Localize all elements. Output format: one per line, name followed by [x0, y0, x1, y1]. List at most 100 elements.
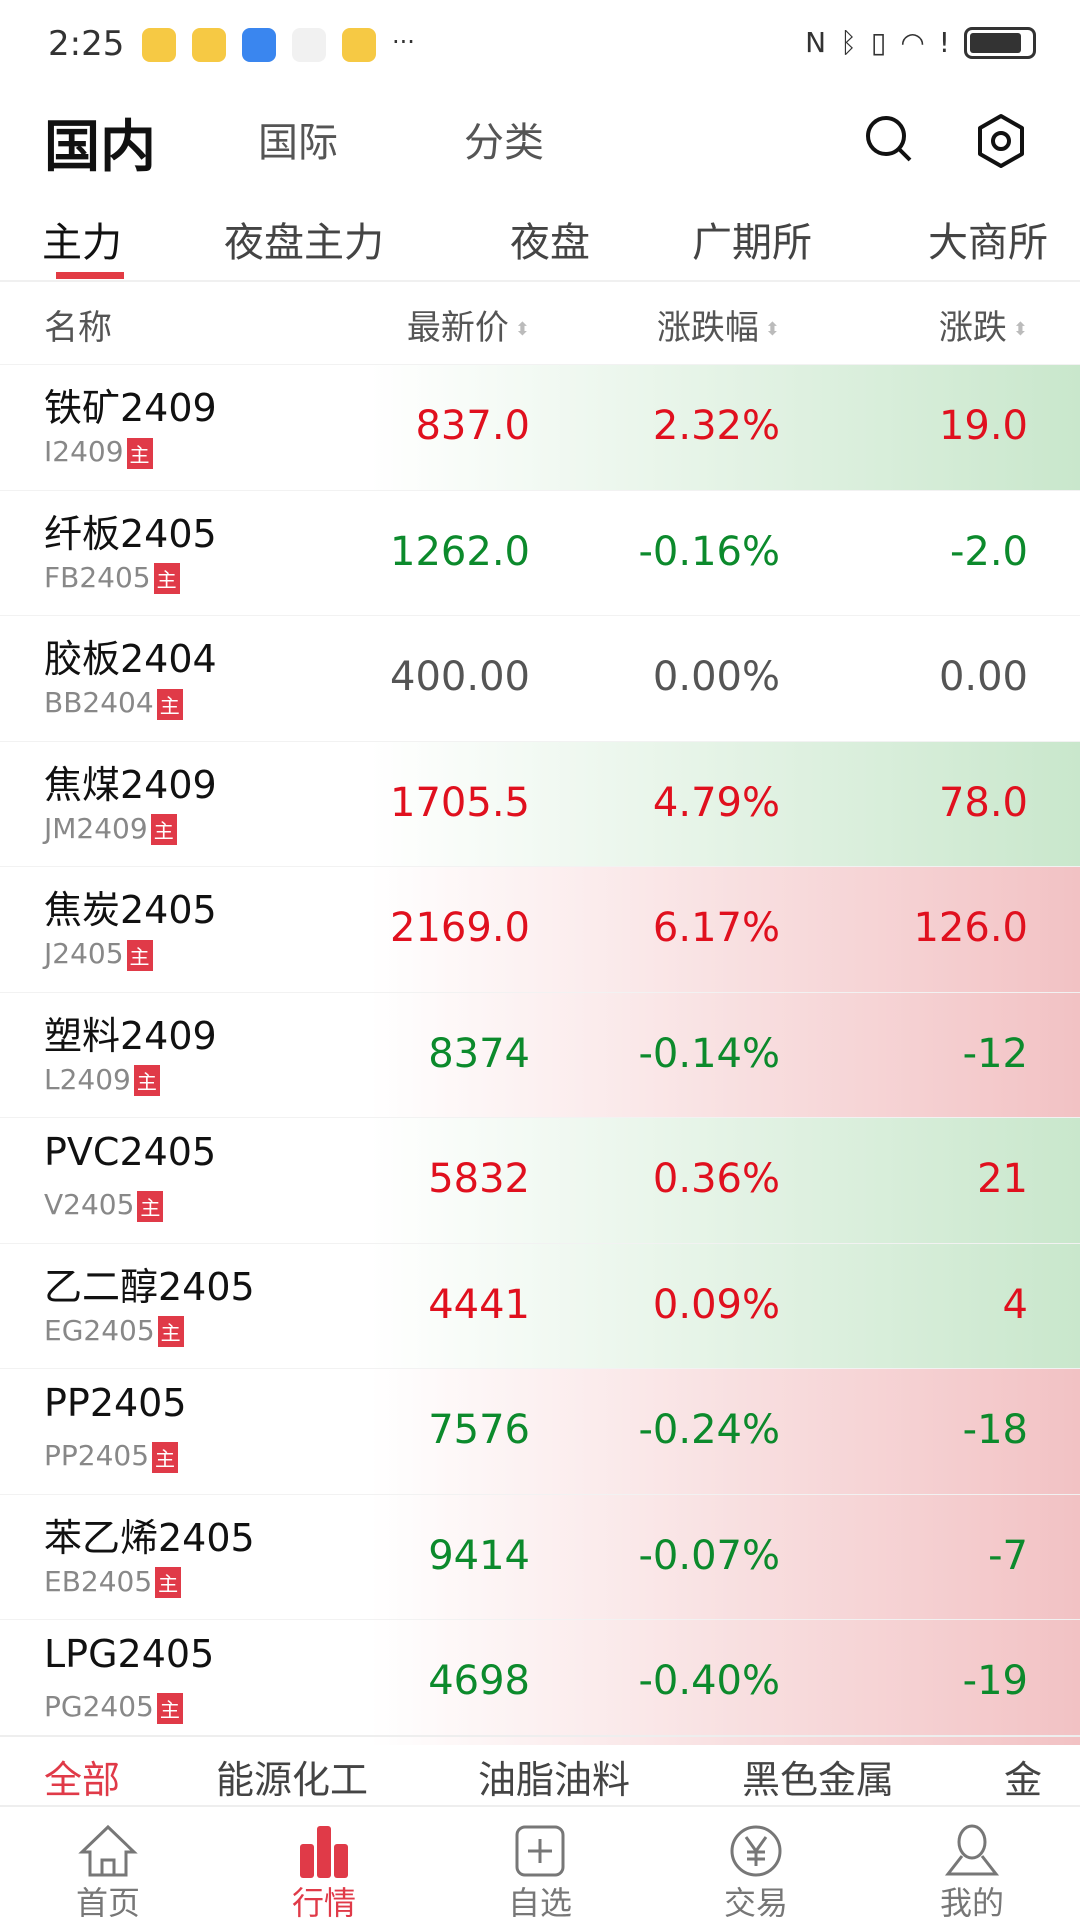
- category-all[interactable]: 全部: [44, 1758, 121, 1802]
- contract-name: 焦煤2409: [44, 762, 217, 807]
- change-value: 0.00: [938, 654, 1028, 700]
- latest-price: 5832: [428, 1156, 530, 1202]
- contract-code: L2409 主: [44, 1062, 160, 1096]
- change-percent: -0.24%: [638, 1407, 780, 1453]
- change-value: 21: [977, 1156, 1028, 1202]
- latest-price: 7576: [428, 1407, 530, 1453]
- divider: [0, 280, 1080, 282]
- status-bar: 2:25 ··· N ᛒ ▯ ◠ !: [0, 0, 1080, 90]
- contract-code: EB2405 主: [44, 1564, 182, 1598]
- contract-code: BB2404 主: [44, 686, 183, 720]
- nav-market[interactable]: 行情: [216, 1810, 432, 1922]
- table-row[interactable]: 苯乙烯2405 EB2405 主 9414 -0.07% -7: [0, 1493, 1080, 1619]
- main-contract-badge: 主: [126, 437, 153, 469]
- latest-price: 400.00: [390, 654, 530, 700]
- contract-code: EG2405 主: [44, 1313, 184, 1347]
- vibrate-icon: ▯: [870, 26, 887, 59]
- table-row[interactable]: 铁矿2409 I2409 主 837.0 2.32% 19.0: [0, 364, 1080, 490]
- category-ferrous[interactable]: 黑色金属: [742, 1758, 895, 1802]
- home-icon: [78, 1824, 138, 1877]
- change-value: 78.0: [938, 779, 1028, 826]
- table-row[interactable]: 塑料2409 L2409 主 8374 -0.14% -12: [0, 991, 1080, 1117]
- change-percent: -0.16%: [638, 528, 780, 575]
- settings-gear-icon[interactable]: [972, 112, 1030, 170]
- main-contract-badge: 主: [137, 1190, 164, 1222]
- latest-price: 2169.0: [390, 905, 530, 951]
- change-value: -12: [962, 1030, 1028, 1077]
- contract-name: PP2405: [44, 1381, 187, 1425]
- subtab-night-main[interactable]: 夜盘主力: [224, 220, 384, 266]
- change-percent: -0.14%: [638, 1030, 780, 1077]
- contract-name: PVC2405: [44, 1130, 217, 1174]
- category-oils[interactable]: 油脂油料: [478, 1758, 631, 1802]
- table-row[interactable]: LPG2405 PG2405 主 4698 -0.40% -19: [0, 1619, 1080, 1745]
- change-percent: -0.40%: [638, 1658, 780, 1704]
- contract-code-text: EG2405: [44, 1313, 155, 1347]
- contract-code-text: PG2405: [44, 1690, 154, 1723]
- table-row[interactable]: 乙二醇2405 EG2405 主 4441 0.09% 4: [0, 1242, 1080, 1368]
- tab-domestic[interactable]: 国内: [44, 115, 156, 180]
- bottom-navigation: 首页 行情 自选 交易 我的: [0, 1810, 1080, 1922]
- active-tab-indicator: [56, 272, 124, 279]
- search-icon[interactable]: [862, 112, 918, 168]
- subtab-dce[interactable]: 大商所: [928, 220, 1048, 266]
- table-row[interactable]: PP2405 PP2405 主 7576 -0.24% -18: [0, 1368, 1080, 1494]
- header-pct[interactable]: 涨跌幅 ⬍: [657, 300, 780, 349]
- contract-code: V2405 主: [44, 1188, 164, 1222]
- category-energy-chem[interactable]: 能源化工: [216, 1758, 369, 1802]
- sort-icon: ⬍: [764, 319, 780, 340]
- tab-international[interactable]: 国际: [258, 120, 338, 166]
- header-change-label: 涨跌: [938, 308, 1007, 348]
- contract-name: 胶板2404: [44, 637, 217, 681]
- subtab-gfex[interactable]: 广期所: [692, 220, 812, 266]
- nav-market-label: 行情: [291, 1884, 356, 1922]
- table-row[interactable]: 胶板2404 BB2404 主 400.00 0.00% 0.00: [0, 615, 1080, 741]
- contract-code-text: I2409: [44, 435, 124, 468]
- table-row[interactable]: 焦煤2409 JM2409 主 1705.5 4.79% 78.0: [0, 740, 1080, 866]
- weibo-icon: [142, 28, 176, 62]
- contract-code-text: J2405: [44, 937, 124, 970]
- table-row[interactable]: 纤板2405 FB2405 主 1262.0 -0.16% -2.0: [0, 489, 1080, 616]
- latest-price: 8374: [428, 1030, 530, 1077]
- nav-profile[interactable]: 我的: [864, 1810, 1080, 1922]
- nav-watchlist[interactable]: 自选: [432, 1810, 648, 1922]
- sort-icon: ⬍: [1012, 319, 1028, 340]
- contract-code: I2409 主: [44, 435, 153, 469]
- change-percent: 0.36%: [652, 1156, 780, 1202]
- change-percent: 6.17%: [652, 905, 780, 951]
- contract-code-text: FB2405: [44, 560, 151, 594]
- header-price[interactable]: 最新价 ⬍: [407, 300, 530, 349]
- contract-code-text: L2409: [44, 1062, 131, 1096]
- main-contract-badge: 主: [157, 1316, 184, 1347]
- table-row[interactable]: PVC2405 V2405 主 5832 0.36% 21: [0, 1117, 1080, 1243]
- contract-name: 纤板2405: [44, 511, 217, 556]
- latest-price: 1705.5: [390, 779, 530, 826]
- nav-home[interactable]: 首页: [0, 1810, 216, 1922]
- header-change[interactable]: 涨跌 ⬍: [939, 300, 1028, 349]
- header-price-label: 最新价: [406, 308, 509, 348]
- contract-name: 苯乙烯2405: [44, 1515, 255, 1560]
- header-name: 名称: [44, 308, 112, 348]
- subtab-main[interactable]: 主力: [42, 220, 122, 266]
- change-value: 4: [1002, 1281, 1028, 1328]
- nav-profile-label: 我的: [939, 1884, 1004, 1922]
- table-row[interactable]: 焦炭2405 J2405 主 2169.0 6.17% 126.0: [0, 866, 1080, 992]
- main-contract-badge: 主: [153, 563, 180, 594]
- upload-app-icon: [242, 28, 276, 62]
- tab-category[interactable]: 分类: [464, 120, 544, 166]
- contract-name: 铁矿2409: [44, 386, 217, 430]
- change-value: -7: [988, 1532, 1028, 1579]
- change-value: 126.0: [913, 905, 1028, 951]
- chart-bars-icon: [300, 1826, 348, 1878]
- latest-price: 4698: [428, 1658, 530, 1704]
- app-icon: [292, 28, 326, 62]
- subtab-night[interactable]: 夜盘: [510, 220, 590, 266]
- main-contract-badge: 主: [152, 1441, 179, 1473]
- category-metals[interactable]: 金: [1004, 1758, 1043, 1802]
- main-contract-badge: 主: [126, 939, 153, 971]
- quote-list: 铁矿2409 I2409 主 837.0 2.32% 19.0 纤板2405 FB2…: [0, 364, 1080, 1745]
- top-navigation: 国内 国际 分类: [0, 100, 1080, 180]
- contract-code-text: EB2405: [44, 1564, 153, 1598]
- main-contract-badge: 主: [156, 688, 183, 720]
- nav-trade[interactable]: 交易: [648, 1810, 864, 1922]
